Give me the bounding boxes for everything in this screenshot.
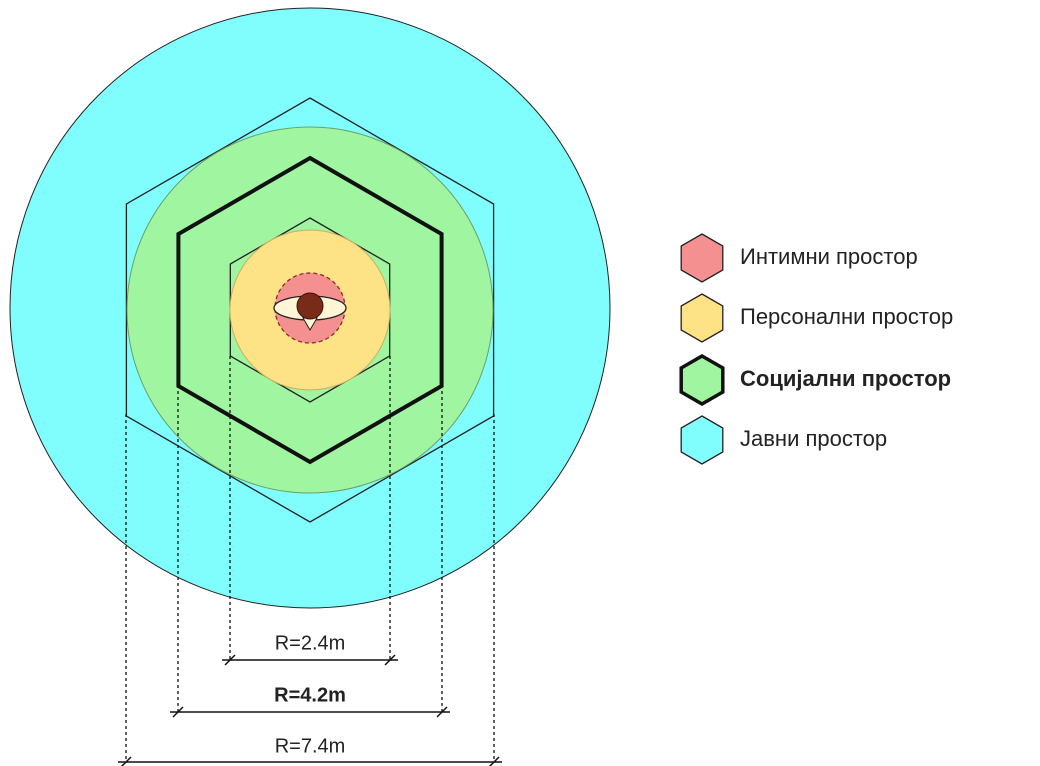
legend-label: Социјални простор	[740, 366, 951, 391]
legend-swatch	[680, 233, 724, 283]
personal-hexagon	[229, 217, 391, 403]
legend-swatch	[680, 415, 724, 465]
dimension-lines	[118, 356, 502, 766]
dimension-label: R=4.2m	[274, 684, 346, 706]
legend-label: Интимни простор	[740, 244, 918, 269]
legend-label: Персонални простор	[740, 304, 953, 329]
public-hexagon	[125, 97, 495, 523]
legend-swatch	[679, 353, 725, 407]
dimension-label: R=7.4m	[275, 735, 346, 757]
legend-label: Јавни простор	[740, 426, 887, 451]
legend: Интимни простор Персонални простор Социј…	[679, 233, 953, 465]
social-hexagon	[176, 155, 444, 465]
person	[273, 292, 347, 331]
legend-swatch	[680, 293, 724, 343]
dimension-label: R=2.4m	[275, 632, 346, 654]
